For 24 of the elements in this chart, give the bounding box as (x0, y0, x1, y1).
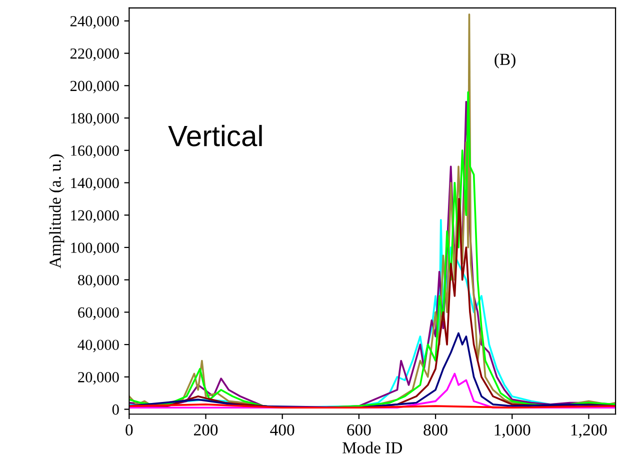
y-tick-label: 40,000 (78, 340, 119, 352)
annotation: (B) (494, 53, 516, 68)
x-tick-label: 1,000 (494, 424, 530, 438)
y-tick-label: 80,000 (78, 274, 119, 288)
y-tick-label: 220,000 (70, 48, 119, 61)
y-tick-label: 240,000 (70, 16, 119, 29)
y-tick-label: 120,000 (71, 210, 119, 223)
y-tick-label: 180,000 (71, 113, 119, 126)
y-tick-label: 200,000 (70, 80, 119, 94)
y-tick-label: 100,000 (71, 242, 119, 256)
x-tick-label: 200 (194, 424, 218, 436)
annotation: Vertical (168, 124, 262, 146)
x-tick-label: 600 (347, 424, 371, 436)
y-tick-label: 60,000 (78, 307, 119, 320)
y-tick-label: 140,000 (71, 178, 119, 190)
x-tick-label: 0 (126, 424, 133, 436)
x-tick-label: 400 (270, 424, 294, 436)
x-tick-label: 800 (424, 424, 448, 436)
y-tick-label: 0 (112, 404, 119, 415)
y-tick-label: 160,000 (71, 146, 119, 158)
x-axis-title: Mode ID (342, 442, 402, 454)
y-axis-title: Amplitude (a. u.) (49, 154, 64, 268)
y-tick-label: 20,000 (78, 372, 119, 385)
x-tick-label: 1,200 (571, 424, 607, 438)
